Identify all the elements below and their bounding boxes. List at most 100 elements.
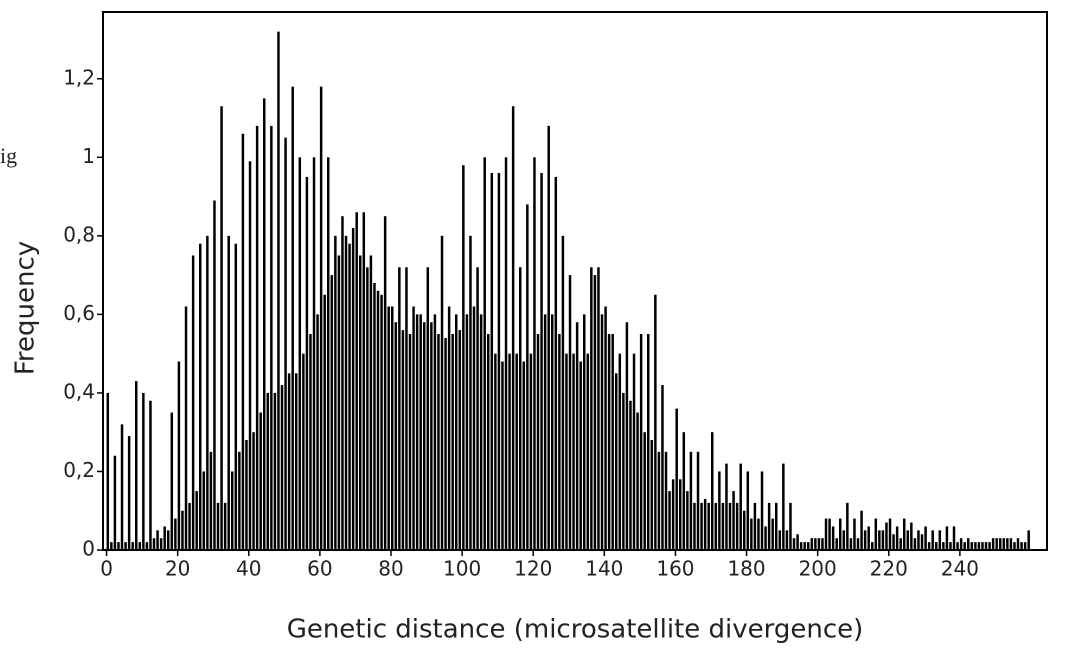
bar (106, 392, 110, 550)
bar (753, 502, 757, 550)
bar (280, 385, 284, 550)
bar (284, 137, 287, 550)
bar (110, 542, 113, 550)
bar (707, 502, 710, 550)
bar (703, 498, 707, 550)
bar (127, 436, 131, 550)
bar (373, 282, 376, 550)
bar (579, 361, 582, 550)
bar (846, 502, 849, 550)
bar (252, 432, 255, 550)
bar (526, 204, 529, 551)
bar (490, 173, 494, 550)
bar (782, 463, 785, 550)
bar (295, 373, 298, 550)
bar (743, 510, 746, 550)
bar (903, 518, 906, 550)
bar (622, 392, 625, 550)
bar (302, 353, 305, 550)
bar (853, 518, 856, 550)
bar (675, 408, 678, 550)
bar (917, 530, 920, 550)
bar (430, 322, 433, 550)
bar (519, 267, 522, 550)
bar (821, 538, 824, 550)
bar (508, 353, 511, 550)
bar (607, 334, 611, 550)
bar (533, 157, 536, 551)
bar (223, 502, 227, 550)
x-tick-label: 60 (307, 557, 332, 581)
bar (984, 542, 988, 550)
bar (359, 255, 362, 550)
x-tick-label: 0 (100, 557, 113, 581)
bar (327, 157, 330, 551)
bar (419, 314, 422, 550)
bar (874, 518, 878, 550)
bar (885, 522, 888, 550)
bar (899, 538, 902, 550)
bar (1013, 542, 1016, 550)
bar (312, 157, 316, 551)
bar (209, 451, 213, 550)
bar (216, 502, 220, 550)
x-tick-label: 220 (870, 557, 908, 581)
bar (835, 538, 838, 550)
bar (426, 267, 430, 550)
bar (248, 161, 252, 551)
bar (501, 361, 504, 550)
bar (277, 31, 280, 551)
bar (586, 353, 590, 550)
x-tick-label: 40 (236, 557, 261, 581)
bar (657, 451, 661, 550)
x-tick-label: 100 (443, 557, 481, 581)
bar (650, 440, 654, 550)
y-axis-label: Frequency (11, 241, 41, 375)
bar (536, 334, 540, 550)
bar (799, 542, 803, 550)
bar (615, 373, 618, 550)
bar (433, 314, 437, 550)
bar (547, 125, 550, 550)
bar (362, 212, 366, 550)
bar (291, 86, 294, 551)
bar (721, 502, 725, 550)
y-tick-label: 1 (82, 144, 95, 168)
bar (227, 235, 230, 550)
bar (124, 542, 127, 550)
bar (188, 502, 191, 550)
bar (1009, 538, 1013, 550)
bar (935, 542, 938, 550)
bar (828, 518, 831, 550)
bar (142, 392, 145, 550)
bar (138, 542, 142, 550)
bar (462, 165, 465, 550)
bar (469, 235, 472, 550)
bar (401, 330, 405, 550)
bar (554, 176, 558, 550)
y-tick-label: 1,2 (63, 65, 95, 89)
bar (152, 538, 156, 550)
bar (988, 542, 991, 550)
bar (952, 526, 956, 550)
bar (682, 432, 686, 550)
bar (711, 432, 714, 550)
y-tick-label: 0 (82, 537, 95, 561)
bar (831, 526, 835, 550)
bar (298, 157, 302, 551)
bar (775, 502, 778, 550)
bar (213, 200, 216, 551)
bar (910, 522, 913, 550)
bar (348, 243, 351, 551)
bar (220, 106, 223, 551)
bar (878, 530, 881, 550)
bar (487, 334, 490, 550)
bar (415, 314, 419, 550)
bar (394, 322, 398, 550)
bar (725, 463, 728, 550)
bar (860, 510, 863, 550)
bar (309, 334, 312, 550)
bar (266, 392, 270, 550)
